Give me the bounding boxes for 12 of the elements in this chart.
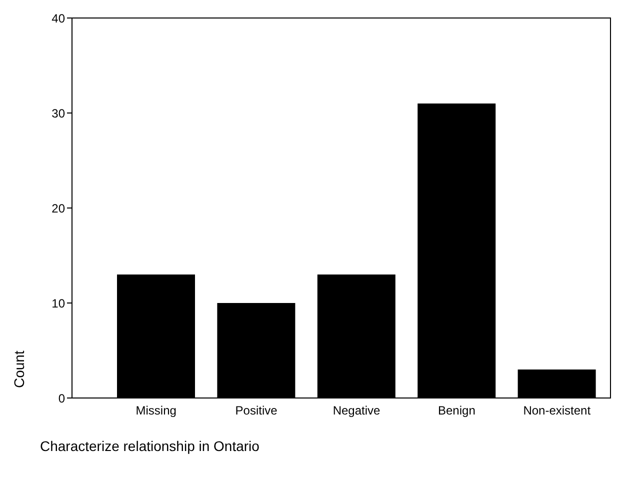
x-tick-label: Non-existent — [523, 404, 592, 418]
y-tick-label: 20 — [52, 201, 66, 216]
x-tick-label: Missing — [136, 404, 176, 418]
x-axis-title: Characterize relationship in Ontario — [40, 438, 260, 454]
y-tick-label: 10 — [52, 296, 66, 310]
x-tick-label: Negative — [332, 404, 380, 418]
y-tick-label: 40 — [52, 11, 66, 26]
y-tick-label: 30 — [52, 106, 66, 120]
y-tick-label: 0 — [58, 391, 66, 406]
x-tick-label: Benign — [438, 404, 476, 418]
y-axis-title: Count — [11, 350, 27, 388]
x-tick-label: Positive — [235, 404, 278, 418]
